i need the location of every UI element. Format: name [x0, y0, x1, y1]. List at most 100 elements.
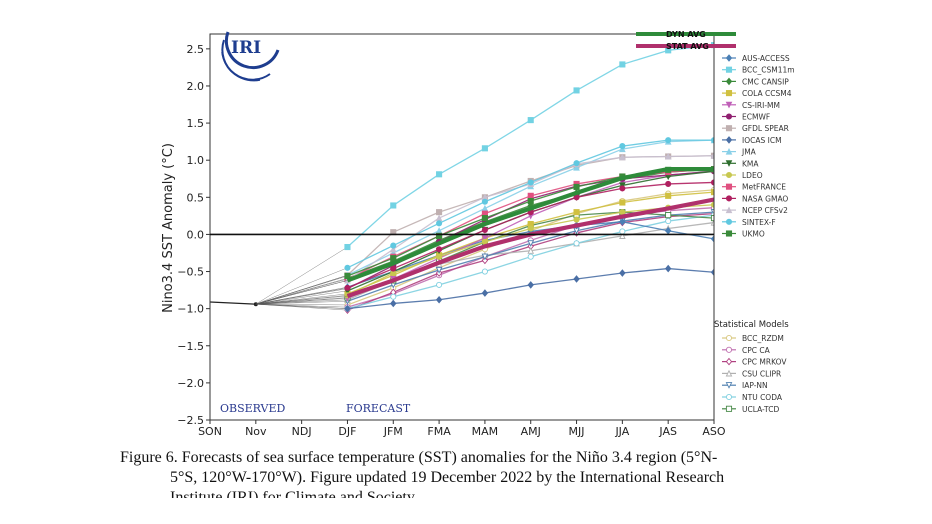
series-point-ncep-cfsv2	[389, 245, 397, 253]
y-tick-label: 2.5	[187, 43, 205, 56]
series-point-sintex-f	[710, 137, 714, 144]
legend-marker-ntu-coda	[725, 393, 733, 401]
legend-label-ldeo: LDEO	[742, 171, 763, 180]
series-point-ucla-tcd	[665, 212, 672, 219]
series-point-iocas-icm	[710, 268, 714, 277]
legend-label-aus-access: AUS-ACCESS	[742, 54, 790, 63]
legend-marker-csu-clipr	[725, 369, 733, 377]
legend-label-ecmwf: ECMWF	[742, 113, 770, 122]
series-point-ncep-cfsv2	[435, 214, 443, 222]
legend-label-gfdl-spear: GFDL SPEAR	[742, 124, 789, 133]
fan-line	[255, 303, 348, 309]
legend-label-csu-clipr: CSU CLIPR	[742, 369, 781, 378]
series-point-ukmo	[390, 255, 397, 262]
series-point-sintex-f	[390, 242, 397, 249]
series-point-iap-nn	[481, 253, 489, 261]
series-point-bcc-csm11m	[527, 117, 534, 124]
legend-label-cola-ccsm4: COLA CCSM4	[742, 89, 792, 98]
legend-marker-gfdl-spear	[725, 125, 733, 132]
fan-line	[255, 280, 348, 305]
y-tick-label: −2.5	[177, 414, 204, 427]
legend-label-sintex-f: SINTEX-F	[742, 218, 776, 227]
series-point-sintex-f	[481, 198, 488, 205]
legend-label-ucla-tcd: UCLA-TCD	[742, 405, 779, 414]
legend-marker-ncep-cfsv2	[725, 206, 733, 214]
caption-line-1: Figure 6. Forecasts of sea surface tempe…	[120, 449, 718, 466]
series-point-ldeo	[436, 253, 443, 260]
series-point-ukmo	[527, 197, 534, 205]
series-point-iocas-icm	[435, 295, 443, 304]
series-point-iap-nn	[527, 240, 535, 247]
fan-line	[255, 246, 348, 305]
series-point-bcc-csm11m	[436, 171, 443, 178]
legend-label-bcc-rzdm: BCC_RZDM	[742, 334, 784, 343]
legend-marker-cpc-mrkov	[725, 357, 733, 366]
series-point-sintex-f	[619, 143, 626, 150]
series-point-sintex-f	[665, 137, 672, 144]
series-point-ntu-coda	[573, 240, 580, 247]
series-point-iocas-icm	[390, 299, 397, 308]
legend-label-nasa-gmao: NASA GMAO	[742, 194, 788, 203]
series-point-ldeo	[710, 201, 714, 208]
observed-label: OBSERVED	[220, 402, 286, 415]
series-point-ukmo	[573, 183, 580, 190]
x-tick-label: FMA	[427, 425, 451, 438]
legend-marker-kma	[725, 160, 733, 167]
iri-logo: IRI	[221, 31, 280, 82]
series-point-nasa-gmao	[710, 179, 714, 186]
series-point-csu-clipr	[619, 232, 626, 239]
series-point-sintex-f	[344, 264, 351, 271]
series-point-iocas-icm	[664, 264, 672, 273]
fan-line	[255, 300, 348, 305]
y-tick-label: 2.0	[187, 80, 205, 93]
legend-label-cpc-ca: CPC CA	[742, 346, 771, 355]
y-tick-label: −0.5	[177, 266, 204, 279]
axes: 2.5 2.0 1.5 1.0 0.5 0.0 −0.5 −1.0 −1.5 −2.0 −2.5SO…	[177, 33, 726, 438]
series-point-iocas-icm	[573, 275, 580, 283]
legend-marker-ldeo	[725, 171, 733, 179]
legend-marker-bcc-csm11m	[725, 66, 733, 73]
figure-caption: Figure 6. Forecasts of sea surface tempe…	[120, 448, 820, 498]
legend-marker-jma	[725, 147, 733, 155]
legend-label-kma: KMA	[742, 159, 759, 168]
series-point-metfrance	[527, 192, 534, 199]
series-point-gfdl-spear	[436, 209, 443, 216]
plot-frame	[209, 33, 715, 421]
series-point-ntu-coda	[481, 268, 488, 275]
x-tick-label: NDJ	[292, 425, 312, 438]
series-point-sintex-f	[527, 179, 534, 186]
series-point-ncep-cfsv2	[664, 152, 672, 160]
legend-label-stat-avg: STAT AVG	[666, 42, 709, 51]
legend-label-iocas-icm: IOCAS ICM	[742, 136, 782, 145]
x-tick-label: MAM	[472, 425, 499, 438]
series-point-jma	[435, 227, 443, 234]
y-tick-label: −1.5	[177, 340, 204, 353]
series-point-ldeo	[573, 216, 580, 223]
series-point-csu-clipr	[527, 247, 535, 254]
series-point-cola-ccsm4	[710, 189, 714, 196]
forecast-lines	[210, 42, 714, 314]
series-point-nasa-gmao	[665, 180, 672, 187]
series-point-iocas-icm	[527, 281, 534, 289]
legend-marker-ukmo	[725, 230, 733, 237]
x-tick-label: Nov	[245, 425, 267, 438]
series-point-ldeo	[527, 225, 534, 232]
legend-label-ukmo: UKMO	[742, 230, 765, 239]
legend-label-ncep-cfsv2: NCEP CFSv2	[742, 206, 788, 215]
legend-label-dyn-avg: DYN AVG	[666, 30, 706, 39]
fan-line	[255, 303, 348, 306]
forecast-label: FORECAST	[346, 402, 411, 415]
legend-marker-nasa-gmao	[725, 195, 733, 202]
legend-marker-cs-iri-mm	[725, 101, 733, 109]
series-point-csu-clipr	[710, 218, 714, 226]
series-point-aus-access	[710, 235, 714, 243]
series-point-nasa-gmao	[344, 284, 351, 291]
series-point-bcc-csm11m	[481, 145, 488, 152]
series-point-ntu-coda	[665, 218, 672, 225]
series-point-bcc-csm11m	[390, 202, 397, 209]
series-point-nasa-gmao	[481, 226, 488, 234]
series-point-sintex-f	[573, 160, 580, 167]
legend-label-iap-nn: IAP-NN	[742, 381, 768, 390]
series-point-ncep-cfsv2	[619, 153, 626, 161]
y-tick-label: 0.0	[187, 228, 205, 241]
